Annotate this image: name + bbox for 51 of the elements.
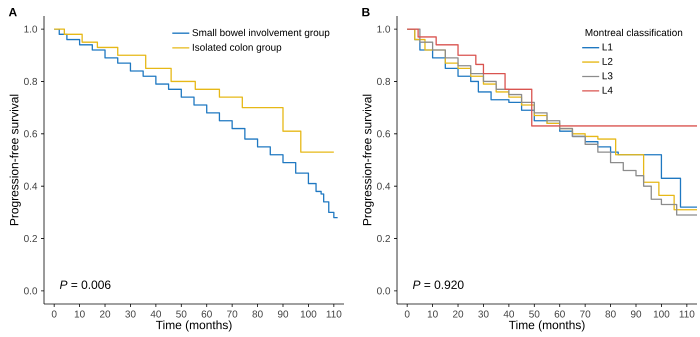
annotation: P = 0.006 xyxy=(60,280,110,289)
y-tick-label: 0.0 xyxy=(24,287,38,294)
x-tick-label: 100 xyxy=(300,310,316,318)
x-tick-label: 30 xyxy=(478,310,489,318)
x-tick-label: 0 xyxy=(404,310,410,318)
x-tick-label: 20 xyxy=(100,310,110,318)
y-tick-label: 0.4 xyxy=(24,182,38,190)
legend-label: L4 xyxy=(602,86,613,94)
x-axis-title: Time (months) xyxy=(156,320,232,332)
chart-title: A xyxy=(8,8,17,16)
y-axis-title: Progression-free survival xyxy=(362,94,374,226)
x-tick-label: 0 xyxy=(52,310,57,318)
x-tick-label: 70 xyxy=(580,310,590,318)
x-tick-label: 30 xyxy=(125,310,136,318)
x-tick-label: 110 xyxy=(326,310,342,318)
x-tick-label: 100 xyxy=(654,310,670,318)
chart-title: B xyxy=(362,8,370,16)
y-tick-label: 0.6 xyxy=(24,130,38,138)
x-tick-label: 20 xyxy=(452,310,464,318)
y-tick-label: 0.6 xyxy=(377,130,390,138)
y-tick-label: 0.0 xyxy=(377,287,390,294)
y-tick-label: 0.2 xyxy=(24,235,37,242)
x-tick-label: 90 xyxy=(278,310,288,318)
legend-label: Isolated colon group xyxy=(192,44,282,53)
legend-title: Montreal classification xyxy=(586,28,682,36)
y-tick-label: 0.8 xyxy=(24,78,38,85)
legend-label: L2 xyxy=(602,58,612,65)
x-tick-label: 80 xyxy=(252,310,263,318)
x-tick-label: 70 xyxy=(227,310,238,318)
legend-label: Small bowel involvement group xyxy=(192,28,330,38)
x-tick-label: 40 xyxy=(150,310,162,318)
y-tick-label: 0.2 xyxy=(377,235,390,242)
x-tick-label: 60 xyxy=(202,310,212,318)
x-tick-label: 90 xyxy=(630,310,642,318)
x-tick-label: 80 xyxy=(605,310,616,318)
y-tick-label: 1.0 xyxy=(24,26,38,33)
legend-label: L1 xyxy=(602,44,612,50)
x-tick-label: 10 xyxy=(74,310,85,318)
x-tick-label: 50 xyxy=(176,310,186,318)
x-tick-label: 110 xyxy=(680,310,694,318)
y-tick-label: 0.4 xyxy=(377,182,390,190)
x-tick-label: 10 xyxy=(428,310,438,318)
y-tick-label: 1.0 xyxy=(377,26,390,33)
x-tick-label: 50 xyxy=(529,310,540,318)
y-axis-title: Progression-free survival xyxy=(10,94,21,226)
annotation: P = 0.920 xyxy=(412,280,464,289)
x-tick-label: 60 xyxy=(554,310,565,318)
legend-label: L3 xyxy=(602,72,612,80)
y-tick-label: 0.8 xyxy=(377,78,390,85)
x-axis-title: Time (months) xyxy=(508,320,585,332)
x-tick-label: 40 xyxy=(504,310,514,318)
